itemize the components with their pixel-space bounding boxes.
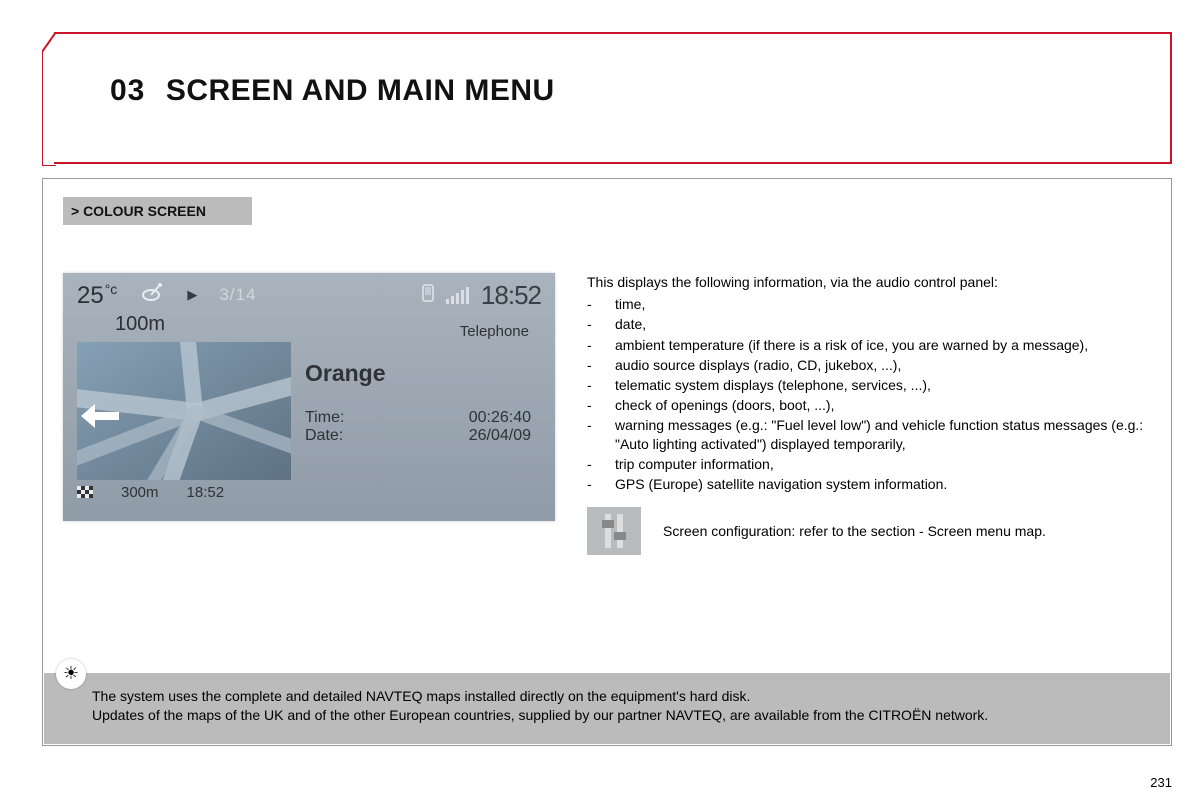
navigation-screen: 25°c ▶ 3/14 18: [63,273,555,521]
turn-arrow-icon [81,404,119,433]
date-label: Date: [305,427,343,445]
page-number: 231 [1150,775,1172,790]
play-icon: ▶ [187,287,197,303]
bottom-time: 18:52 [187,484,225,501]
config-text: Screen configuration: refer to the secti… [663,522,1046,540]
section-title: SCREEN AND MAIN MENU [166,74,555,107]
time-label: Time: [305,409,344,427]
temperature-display: 25°c [77,281,117,310]
checkered-flag-icon [77,486,93,498]
track-counter: 3/14 [219,285,256,305]
carrier-name: Orange [305,360,541,387]
phone-label: Telephone [460,323,529,340]
satellite-icon [141,282,165,309]
date-value: 26/04/09 [469,427,531,445]
content-panel: > COLOUR SCREEN 25°c ▶ 3/14 [42,178,1172,746]
header-notch [42,32,56,166]
subsection-header: > COLOUR SCREEN [63,197,252,225]
signal-icon [446,287,469,304]
info-list: -time, -date, -ambient temperature (if t… [587,295,1151,493]
page-header: 03 SCREEN AND MAIN MENU [54,32,1172,164]
footer-note: ☀ The system uses the complete and detai… [44,673,1170,744]
manual-page: { "header": { "number": "03", "title": "… [0,0,1200,800]
map-preview [77,342,291,480]
sliders-icon [587,507,641,555]
info-text: This displays the following information,… [587,273,1151,555]
tip-icon: ☀ [56,659,86,689]
clock-display: 18:52 [481,280,541,311]
info-intro: This displays the following information,… [587,273,1151,291]
footer-line1: The system uses the complete and detaile… [92,687,1146,707]
phone-icon [422,284,434,307]
section-number: 03 [110,74,145,107]
time-value: 00:26:40 [469,409,531,427]
footer-line2: Updates of the maps of the UK and of the… [92,706,1146,726]
bottom-distance: 300m [121,484,159,501]
